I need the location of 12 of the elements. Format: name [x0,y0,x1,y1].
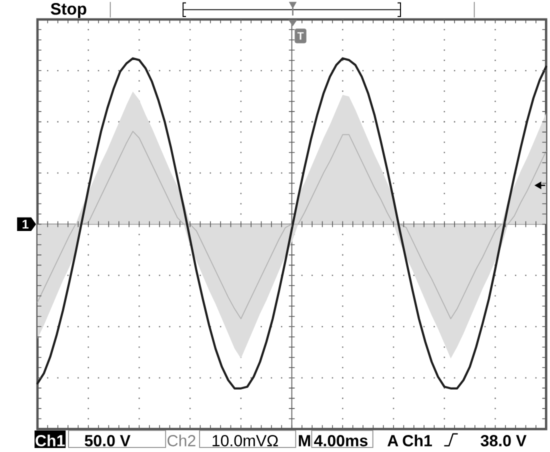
text: Ch2 [168,434,196,446]
text: M [298,435,310,446]
text: 50.0 V [84,434,130,446]
text: 4.00ms [314,434,368,446]
text: 10.0mVΩ [212,434,278,446]
text: Stop [50,2,86,18]
text: A [388,435,398,446]
text: 38.0 V [480,434,526,446]
text: Ch1 [36,434,65,446]
text: T [297,32,304,40]
annotation: 1 [22,220,29,228]
text: Ch1 [402,434,432,446]
